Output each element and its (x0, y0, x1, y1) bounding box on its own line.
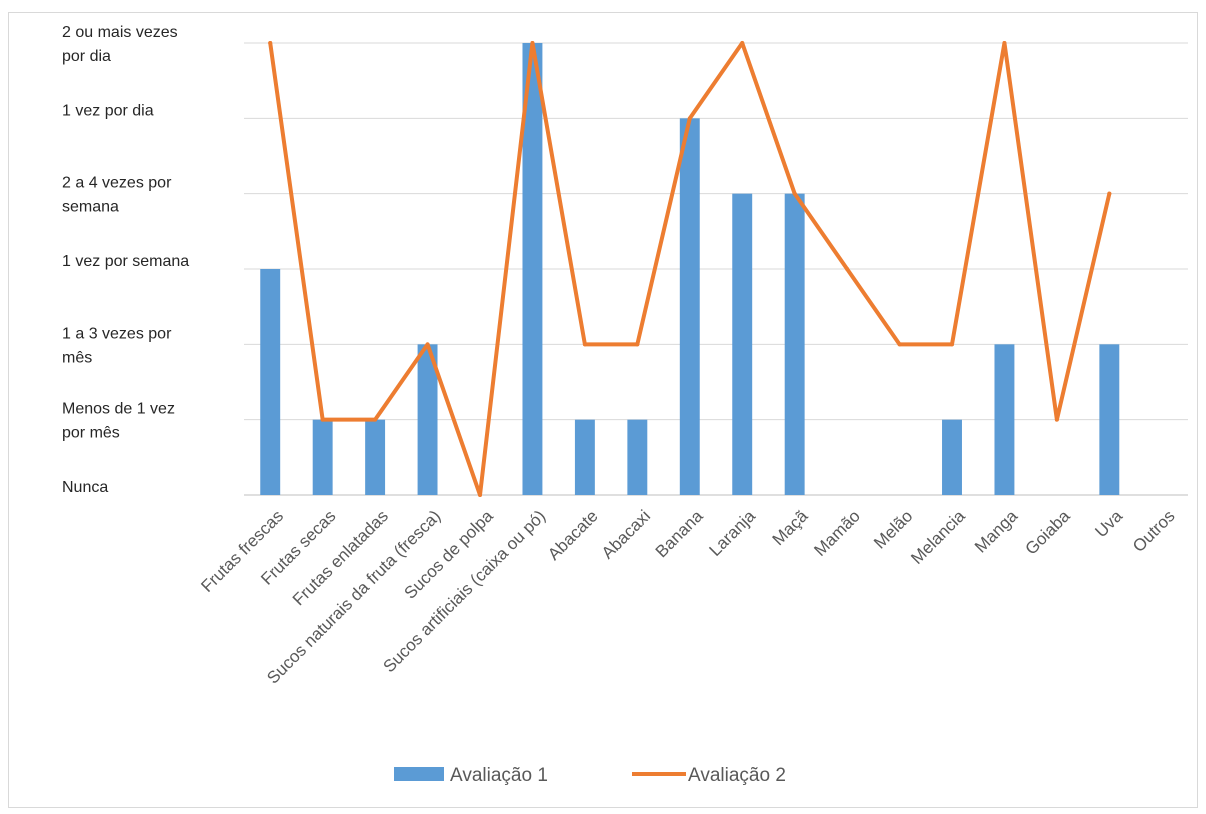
y-axis-labels: Nunca Menos de 1 vez por mês 1 a 3 vezes po… (62, 24, 189, 496)
line-point (373, 417, 378, 422)
line-point (687, 116, 692, 121)
bar-series (260, 43, 1120, 495)
bar (574, 419, 595, 495)
y-tick-label: 2 ou mais vezes por dia (62, 24, 178, 65)
x-tick-label: Manga (971, 506, 1022, 557)
line-point (268, 41, 273, 45)
x-tick-label: Laranja (706, 506, 760, 560)
line-point (1107, 191, 1112, 196)
line-point (897, 342, 902, 347)
x-tick-label: Outros (1129, 506, 1179, 556)
bar (522, 43, 543, 495)
y-tick-label: 1 vez por semana (62, 253, 189, 270)
x-tick-label: Melão (870, 506, 916, 552)
line-point (635, 342, 640, 347)
legend: Avaliação 1 Avaliação 2 (394, 765, 786, 786)
x-tick-label: Melancia (907, 506, 969, 568)
x-tick-label: Uva (1091, 506, 1126, 541)
x-tick-label: Abacaxi (598, 506, 654, 562)
x-tick-label: Goiaba (1022, 506, 1075, 559)
line-point (320, 417, 325, 422)
bar (365, 419, 386, 495)
line-point (582, 342, 587, 347)
y-tick-label: Nunca (62, 479, 108, 496)
line-point (845, 267, 850, 271)
y-tick-label: Menos de 1 vez por mês (62, 401, 175, 442)
bar (784, 193, 805, 495)
bar (312, 419, 333, 495)
y-tick-label: 1 vez por dia (62, 102, 154, 119)
bar (942, 419, 962, 495)
x-tick-label: Frutas enlatadas (289, 506, 392, 609)
legend-label: Avaliação 2 (688, 765, 786, 786)
bar (732, 193, 753, 495)
line-point (425, 342, 430, 347)
x-tick-label: Abacate (544, 506, 602, 564)
x-tick-label: Banana (652, 506, 707, 561)
bar (994, 344, 1015, 495)
x-tick-label: Mamão (810, 506, 864, 560)
gridlines (244, 42, 1188, 496)
bar (260, 269, 281, 495)
line-point (950, 342, 954, 347)
y-tick-label: 2 a 4 vezes por semana (62, 175, 172, 216)
bar (627, 419, 648, 495)
bar (1099, 344, 1120, 495)
line-series (268, 41, 1112, 497)
x-tick-label: Sucos de polpa (401, 506, 498, 603)
bar (679, 118, 700, 495)
x-tick-label: Maçã (769, 506, 812, 549)
bar (417, 344, 438, 495)
legend-label: Avaliação 1 (450, 765, 548, 786)
line-point (740, 41, 745, 45)
y-tick-label: 1 a 3 vezes por mês (62, 325, 172, 366)
line-point (792, 191, 797, 196)
legend-swatch-bar (394, 767, 444, 781)
line-point (1002, 41, 1007, 45)
line-point (1054, 417, 1059, 422)
line-point (478, 493, 482, 497)
line-point (530, 41, 535, 45)
